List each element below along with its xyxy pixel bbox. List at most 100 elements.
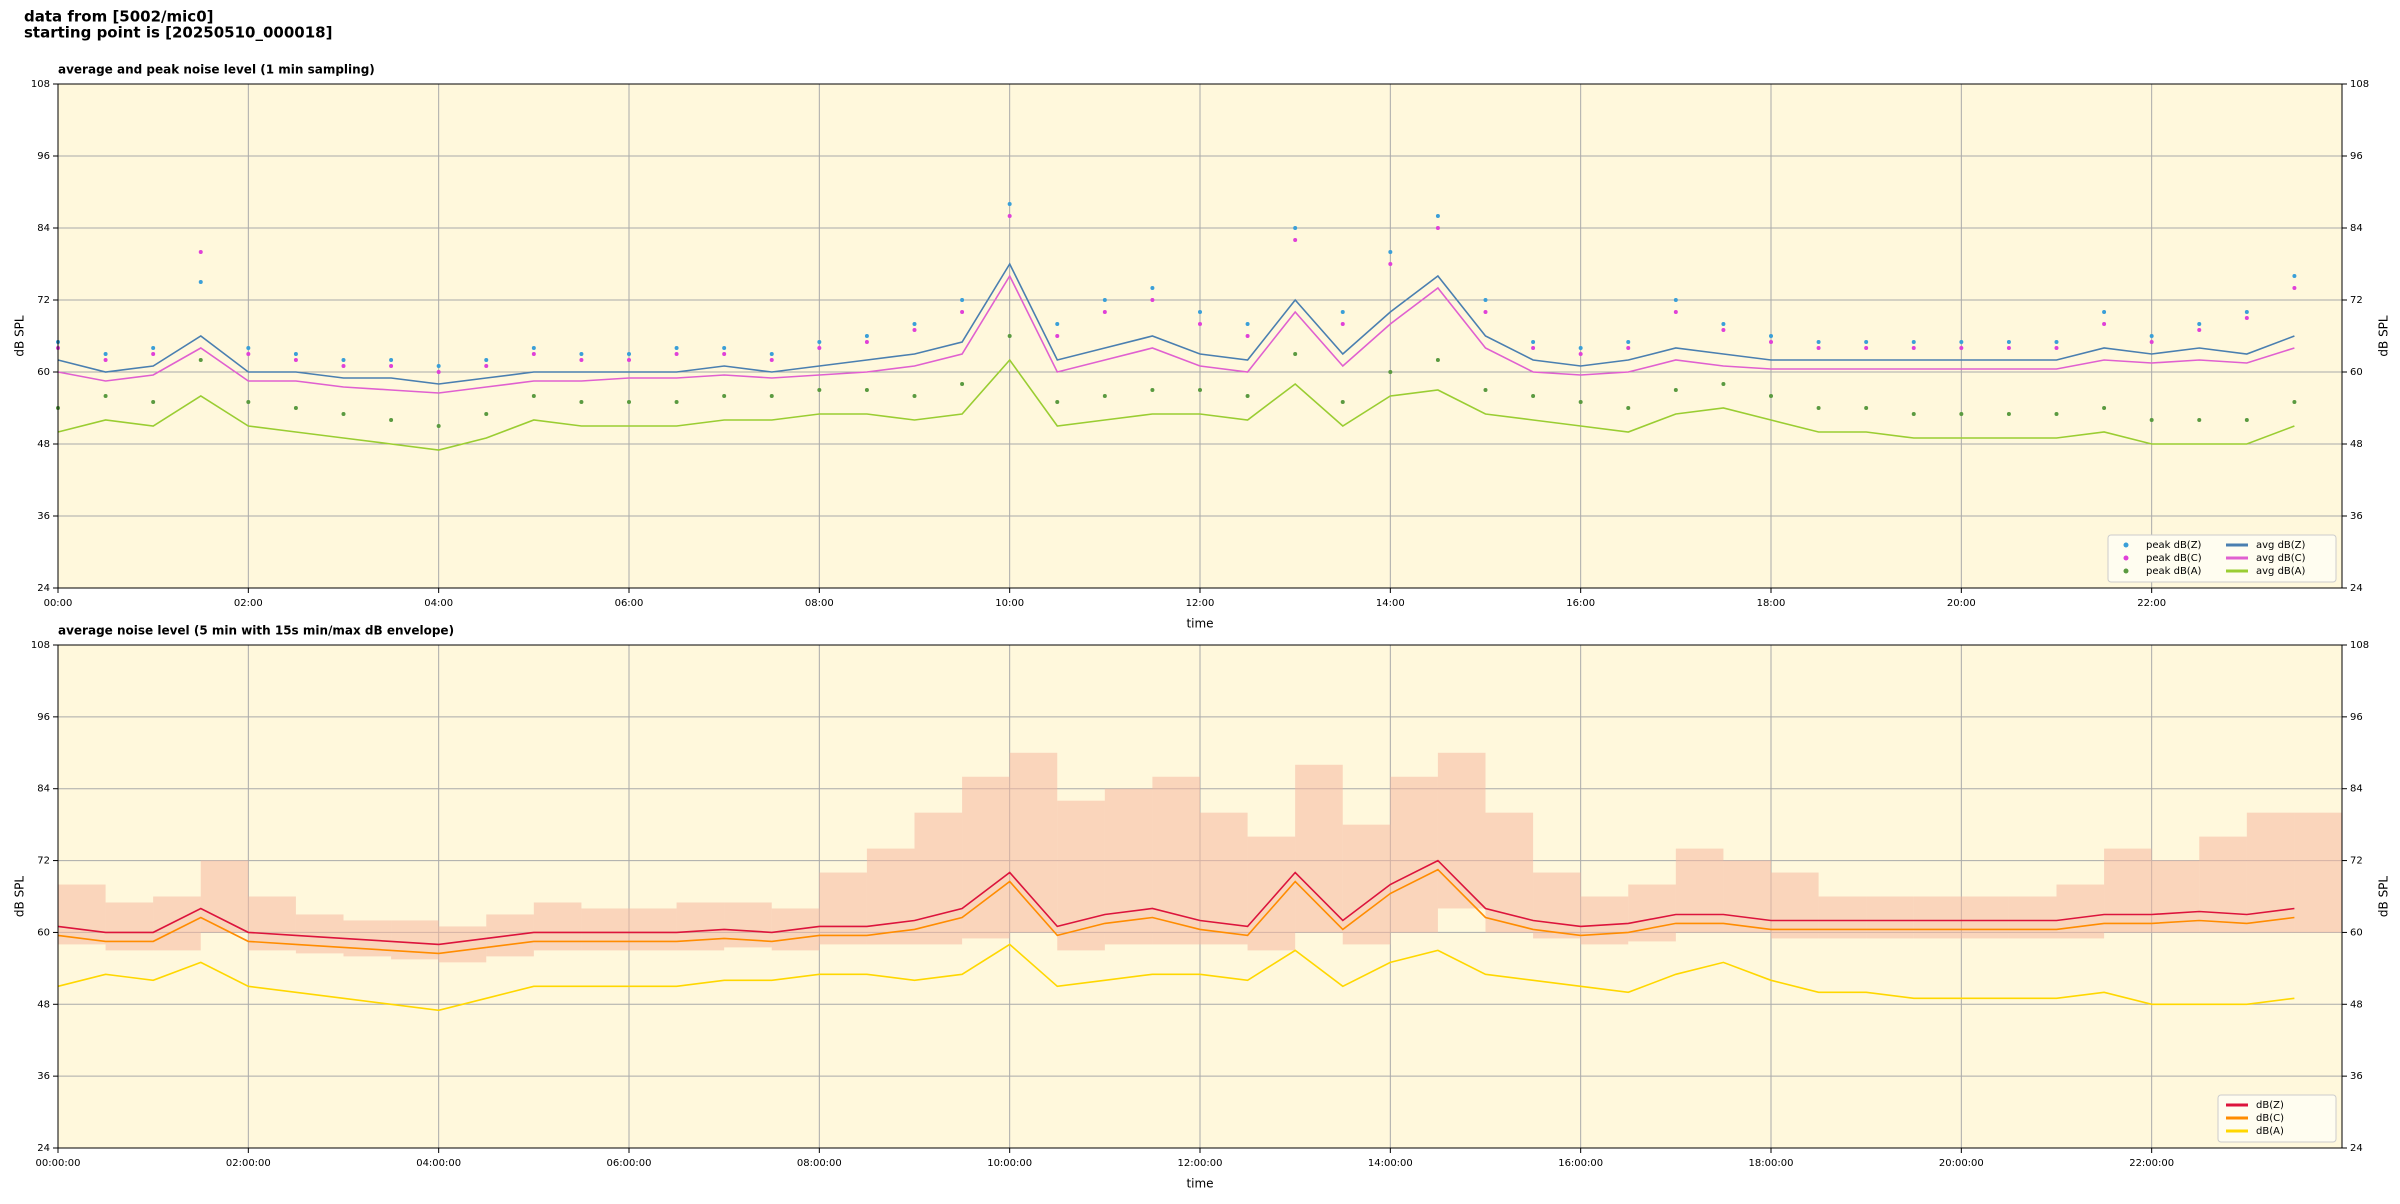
x-tick-label: 12:00:00 [1178,1158,1223,1169]
peak-dot [1816,406,1821,410]
envelope-band [1580,896,1629,945]
y-tick-label: 24 [2350,583,2363,594]
peak-dot [1102,298,1107,302]
peak-dot [1007,214,1012,218]
envelope-band [1200,812,1248,945]
peak-dot [103,358,108,362]
peak-dot [1245,322,1250,326]
peak-dot [1150,298,1155,302]
panel-title: average and peak noise level (1 min samp… [58,63,375,77]
peak-dot [246,352,251,356]
legend-marker [2123,542,2129,548]
y-tick-label: 48 [2350,439,2363,450]
series-line [57,358,2295,451]
peak-dot [1864,346,1869,350]
peak-dot [1198,310,1202,314]
y-tick-label: 48 [2350,999,2363,1010]
peak-dot [722,352,727,356]
peak-dot [1769,334,1773,338]
peak-dot [1198,322,1202,326]
envelope-band [1818,896,1867,939]
peak-dot [2006,346,2011,350]
x-tick-label: 02:00:00 [226,1158,271,1169]
peak-dot [1293,226,1298,230]
peak-dot [531,394,536,398]
peak-dot [1531,346,1536,350]
series-line [57,859,2295,946]
x-tick-label: 12:00 [1186,598,1215,609]
envelope-band [2246,812,2295,933]
envelope-band [866,848,915,945]
peak-dot [1102,310,1107,314]
legend-label: avg dB(Z) [2256,540,2306,551]
peak-dot [2054,412,2059,416]
envelope-band [1009,752,1058,933]
peak-dot [1388,370,1393,374]
peak-dot [341,364,346,368]
envelope-band [533,902,582,951]
envelope-band [1961,896,2009,939]
peak-dot [484,364,489,368]
peak-dot [1626,346,1631,350]
peak-dot [151,346,156,350]
envelope-band [2056,884,2105,939]
y-tick-label: 108 [31,640,50,651]
envelope-band [629,908,677,951]
x-tick-label: 04:00:00 [416,1158,461,1169]
peak-dot [769,394,774,398]
peak-dot [1769,394,1773,398]
y-tick-label: 84 [37,223,50,234]
peak-dot [1483,310,1488,314]
peak-dot [389,364,394,368]
envelope-band [105,902,154,951]
peak-dot [722,394,727,398]
peak-dot [341,358,346,362]
peak-dot [960,382,965,386]
peak-dot [2054,340,2059,344]
y-tick-label: 36 [2350,511,2363,522]
y-tick-label: 108 [2350,79,2369,90]
peak-dot [912,328,917,332]
envelope-band [581,908,629,951]
envelope-band [819,872,867,945]
peak-dot [1959,340,1964,344]
peak-dot [1816,340,1821,344]
peak-dot [1150,388,1155,392]
legend-label: dB(Z) [2256,1100,2284,1111]
peak-dot [627,400,631,404]
peak-dot [674,352,679,356]
peak-dot [579,400,584,404]
header-line: data from [5002/mic0] [24,8,214,26]
legend-box [2107,534,2337,583]
peak-dot [341,412,346,416]
x-tick-label: 08:00 [805,598,834,609]
peak-dot [1388,250,1393,254]
peak-dot [246,400,251,404]
y-tick-label: 96 [37,151,50,162]
peak-dot [769,358,774,362]
series-line [57,868,2295,955]
peak-dot [198,280,203,284]
legend-marker [2123,568,2129,574]
x-tick-label: 08:00:00 [797,1158,842,1169]
peak-dot [198,358,203,362]
legend-label: dB(C) [2256,1113,2284,1124]
x-tick-label: 22:00 [2137,598,2166,609]
envelope-band [1057,800,1105,951]
envelope-band [1723,860,1771,933]
x-axis-label: time [1186,617,1213,631]
peak-dot [484,358,489,362]
x-tick-label: 10:00 [995,598,1024,609]
peak-dot [627,358,631,362]
peak-dot [1055,334,1060,338]
peak-dot [1816,346,1821,350]
peak-dot [912,322,917,326]
y-tick-label: 24 [37,583,50,594]
y-tick-label: 72 [37,856,50,867]
peak-dot [484,412,489,416]
y-tick-label: 96 [37,712,50,723]
peak-dot [531,352,536,356]
y-tick-label: 72 [2350,295,2363,306]
peak-dot [2197,322,2202,326]
y-tick-label: 108 [31,79,50,90]
